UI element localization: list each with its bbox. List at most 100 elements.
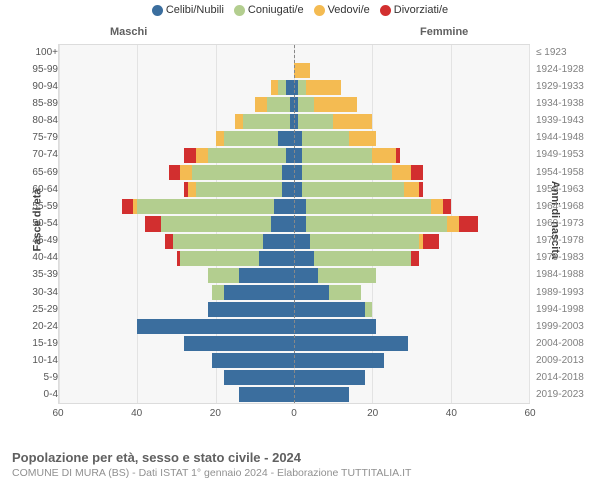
bar-segment	[165, 234, 173, 249]
birth-label: 2009-2013	[536, 353, 586, 370]
birth-label: 1929-1933	[536, 78, 586, 95]
bar-segment	[267, 97, 291, 112]
bar-segment	[294, 182, 302, 197]
bar-segment	[423, 234, 439, 249]
female-bar	[294, 268, 529, 283]
bar-segment	[278, 80, 286, 95]
bar-segment	[314, 97, 357, 112]
age-label: 75-79	[8, 130, 58, 147]
bar-segment	[173, 234, 263, 249]
bar-segment	[294, 353, 384, 368]
legend-label: Divorziati/e	[394, 4, 448, 16]
birth-label: 1969-1973	[536, 215, 586, 232]
female-bar	[294, 336, 529, 351]
x-tick-label: 20	[367, 408, 378, 419]
bar-segment	[411, 165, 423, 180]
age-label: 70-74	[8, 147, 58, 164]
male-bar	[59, 387, 294, 402]
bar-segment	[318, 268, 377, 283]
age-label: 5-9	[8, 370, 58, 387]
x-axis-labels: 6040200204060	[58, 408, 530, 422]
bar-segment	[243, 114, 290, 129]
age-label: 100+	[8, 44, 58, 61]
bar-segment	[294, 234, 310, 249]
bar-segment	[274, 199, 294, 214]
legend: Celibi/NubiliConiugati/eVedovi/eDivorzia…	[0, 0, 600, 18]
birth-label: ≤ 1923	[536, 44, 586, 61]
bar-segment	[294, 199, 306, 214]
male-bar	[59, 285, 294, 300]
age-label: 40-44	[8, 250, 58, 267]
bar-segment	[459, 216, 479, 231]
male-bar	[59, 319, 294, 334]
age-label: 15-19	[8, 335, 58, 352]
bar-segment	[411, 251, 419, 266]
female-bar	[294, 80, 529, 95]
male-bar	[59, 370, 294, 385]
female-bar	[294, 114, 529, 129]
bar-segment	[298, 114, 333, 129]
male-bar	[59, 46, 294, 61]
male-bar	[59, 251, 294, 266]
age-label: 60-64	[8, 181, 58, 198]
bar-segment	[259, 251, 294, 266]
bar-segment	[224, 131, 279, 146]
bar-segment	[278, 131, 294, 146]
legend-swatch	[234, 5, 245, 16]
chart-footer: Popolazione per età, sesso e stato civil…	[12, 444, 592, 496]
bar-segment	[224, 285, 295, 300]
female-bar	[294, 148, 529, 163]
bar-segment	[282, 182, 294, 197]
bar-segment	[137, 319, 294, 334]
male-bar	[59, 131, 294, 146]
birth-label: 1964-1968	[536, 198, 586, 215]
bar-segment	[161, 216, 271, 231]
birth-label: 1999-2003	[536, 318, 586, 335]
bar-segment	[122, 199, 134, 214]
bar-segment	[294, 216, 306, 231]
bar-segment	[224, 370, 295, 385]
female-bar	[294, 97, 529, 112]
legend-swatch	[380, 5, 391, 16]
bar-segment	[192, 165, 282, 180]
birth-label: 2019-2023	[536, 387, 586, 404]
bar-segment	[372, 148, 396, 163]
age-label: 30-34	[8, 284, 58, 301]
bar-segment	[294, 148, 302, 163]
age-label: 55-59	[8, 198, 58, 215]
bar-segment	[282, 165, 294, 180]
bar-segment	[443, 199, 451, 214]
female-bar	[294, 319, 529, 334]
legend-item: Celibi/Nubili	[152, 4, 224, 16]
male-bar	[59, 63, 294, 78]
bar-segment	[208, 148, 286, 163]
bar-segment	[294, 131, 302, 146]
legend-item: Coniugati/e	[234, 4, 304, 16]
bar-segment	[145, 216, 161, 231]
female-bar	[294, 370, 529, 385]
bar-segment	[294, 319, 376, 334]
bar-segment	[306, 80, 341, 95]
bar-segment	[137, 199, 274, 214]
bar-segment	[196, 182, 282, 197]
male-bar	[59, 199, 294, 214]
bar-segment	[188, 182, 196, 197]
bar-segment	[306, 199, 431, 214]
female-bar	[294, 251, 529, 266]
bar-segment	[294, 370, 365, 385]
bar-segment	[294, 302, 365, 317]
bar-segment	[392, 165, 412, 180]
age-label: 10-14	[8, 353, 58, 370]
female-bar	[294, 131, 529, 146]
bar-segment	[235, 114, 243, 129]
female-bar	[294, 165, 529, 180]
birth-label: 1949-1953	[536, 147, 586, 164]
bar-segment	[294, 251, 314, 266]
bar-segment	[333, 114, 372, 129]
birth-label: 1954-1958	[536, 164, 586, 181]
chart-title: Popolazione per età, sesso e stato civil…	[12, 444, 592, 465]
male-bar	[59, 302, 294, 317]
bar-segment	[302, 131, 349, 146]
bar-segment	[184, 148, 196, 163]
bar-segment	[196, 148, 208, 163]
